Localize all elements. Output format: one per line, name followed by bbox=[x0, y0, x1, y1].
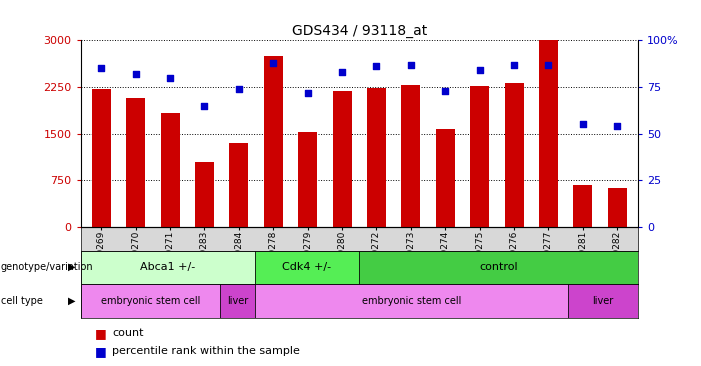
Point bbox=[440, 88, 451, 94]
Bar bbox=[573, 184, 592, 227]
Text: ■: ■ bbox=[95, 326, 107, 340]
Bar bbox=[81, 251, 254, 284]
Point bbox=[474, 67, 485, 73]
Point bbox=[543, 61, 554, 67]
Bar bbox=[220, 284, 254, 318]
Point bbox=[199, 102, 210, 108]
Bar bbox=[608, 188, 627, 227]
Bar bbox=[195, 161, 214, 227]
Text: ▶: ▶ bbox=[68, 296, 76, 306]
Bar bbox=[254, 251, 359, 284]
Bar bbox=[254, 284, 569, 318]
Bar bbox=[92, 89, 111, 227]
Point bbox=[405, 61, 416, 67]
Point bbox=[233, 86, 245, 92]
Bar bbox=[229, 143, 248, 227]
Bar bbox=[539, 40, 558, 227]
Bar bbox=[332, 91, 351, 227]
Bar bbox=[81, 284, 220, 318]
Text: embryonic stem cell: embryonic stem cell bbox=[362, 296, 461, 306]
Bar bbox=[436, 129, 455, 227]
Text: ■: ■ bbox=[95, 345, 107, 358]
Point bbox=[95, 65, 107, 71]
Point bbox=[577, 121, 588, 127]
Text: Abca1 +/-: Abca1 +/- bbox=[140, 262, 196, 272]
Bar bbox=[367, 88, 386, 227]
Text: liver: liver bbox=[592, 296, 613, 306]
Point bbox=[165, 75, 176, 81]
Point bbox=[508, 61, 519, 67]
Point bbox=[336, 69, 348, 75]
Text: cell type: cell type bbox=[1, 296, 43, 306]
Bar bbox=[359, 251, 638, 284]
Text: liver: liver bbox=[226, 296, 248, 306]
Bar bbox=[161, 113, 179, 227]
Text: genotype/variation: genotype/variation bbox=[1, 262, 93, 272]
Point bbox=[612, 123, 623, 129]
Bar bbox=[569, 284, 638, 318]
Bar bbox=[402, 85, 421, 227]
Text: embryonic stem cell: embryonic stem cell bbox=[100, 296, 200, 306]
Bar bbox=[264, 56, 283, 227]
Bar bbox=[505, 83, 524, 227]
Text: control: control bbox=[479, 262, 518, 272]
Point bbox=[302, 90, 313, 96]
Bar bbox=[126, 97, 145, 227]
Bar bbox=[470, 86, 489, 227]
Point bbox=[268, 60, 279, 66]
Bar bbox=[298, 132, 317, 227]
Text: Cdk4 +/-: Cdk4 +/- bbox=[283, 262, 332, 272]
Text: ▶: ▶ bbox=[68, 262, 76, 272]
Text: percentile rank within the sample: percentile rank within the sample bbox=[112, 346, 300, 356]
Text: count: count bbox=[112, 328, 144, 338]
Title: GDS434 / 93118_at: GDS434 / 93118_at bbox=[292, 24, 427, 38]
Point bbox=[130, 71, 142, 77]
Point bbox=[371, 63, 382, 69]
